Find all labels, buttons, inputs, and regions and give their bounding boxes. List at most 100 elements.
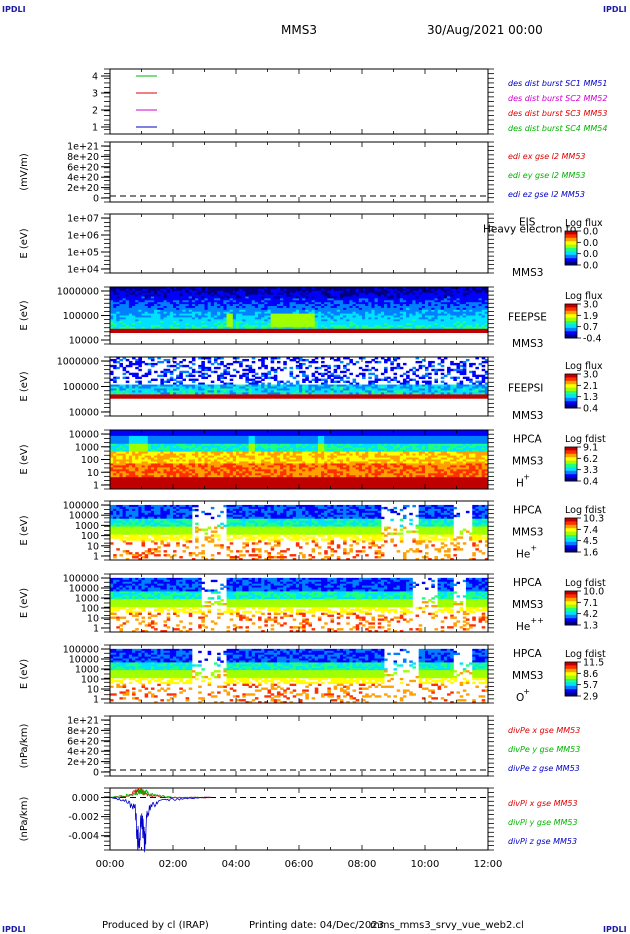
spectrogram-cell [415,374,420,378]
spectrogram-cell [229,287,234,290]
spectrogram-cell [210,317,215,320]
spectrogram-cell [239,317,243,320]
spectrogram-cell [173,306,177,309]
spectrogram-cell [132,321,136,324]
spectrogram-cell [289,319,294,322]
spectrogram-cell [141,317,146,320]
spectrogram-cell [248,313,253,316]
spectrogram-cell [472,374,476,378]
spectrogram-cell [141,319,146,322]
spectrogram-cell [135,328,139,332]
colorbar-tick-label: 2.1 [583,381,598,392]
spectrogram-cell [236,288,240,292]
spectrogram-cell [226,366,231,370]
spectrogram-cell [229,296,234,299]
spectrogram-cell [122,326,127,330]
spectrogram-cell [251,294,256,297]
spectrogram-cell [289,309,294,313]
spectrogram-cell [248,300,253,303]
spectrogram-cell [362,376,366,380]
spectrogram-cell [437,330,442,333]
spectrogram-cell [157,302,161,305]
spectrogram-cell [264,315,268,318]
spectrogram-cell [210,294,215,297]
spectrogram-cell [217,309,221,313]
spectrogram-cell [223,306,227,309]
spectrogram-cell [128,315,133,318]
spectrogram-cell [283,288,287,292]
spectrogram-cell [160,304,164,307]
spectrogram-cell [110,292,114,295]
spectrogram-cell [261,296,265,299]
spectrogram-cell [198,374,202,378]
spectrogram-cell [210,328,215,332]
spectrogram-cell [292,287,297,290]
spectrogram-cell [147,296,152,299]
spectrogram-cell [176,376,180,380]
spectrogram-cell [166,380,171,383]
spectrogram-cell [169,319,174,322]
spectrogram-cell [220,330,224,333]
spectrogram-cell [141,328,146,332]
spectrogram-cell [169,309,174,313]
spectrogram-cell [157,360,161,364]
spectrogram-cell [157,315,161,318]
spectrogram-cell [179,288,183,292]
spectrogram-cell [207,396,212,399]
spectrogram-cell [242,330,246,333]
spectrogram-cell [280,309,284,313]
spectrogram-cell [258,358,262,362]
spectrogram-cell [195,292,199,295]
spectrogram-cell [371,372,375,376]
spectrogram-cell [198,321,202,324]
spectrogram-cell [198,366,202,370]
spectrogram-cell [195,317,199,320]
spectrogram-cell [236,307,240,311]
spectrogram-cell [213,309,218,313]
spectrogram-cell [150,294,155,297]
spectrogram-cell [138,364,142,368]
spectrogram-cell [191,396,196,399]
spectrogram-cell [207,313,212,316]
spectrogram-cell [169,292,174,295]
spectrogram-cell [182,378,186,381]
spectrogram-cell [207,374,212,378]
spectrogram-cell [462,330,467,333]
spectrogram-cell [110,298,114,301]
spectrogram-cell [358,330,363,333]
spectrogram-cell [317,378,322,381]
spectrogram-cell [169,296,174,299]
spectrogram-cell [254,288,259,292]
spectrogram-cell [182,313,186,316]
spectrogram-cell [207,300,212,303]
spectrogram-cell [141,311,146,314]
spectrogram-cell [447,372,451,376]
spectrogram-cell [198,300,202,303]
spectrogram-cell [116,311,120,314]
spectrogram-cell [280,368,284,372]
spectrogram-cell [443,396,448,399]
spectrogram-cell [147,330,152,333]
spectrogram-cell [147,298,152,301]
spectrogram-cell [138,304,142,307]
spectrogram-cell [283,315,287,318]
spectrogram-cell [147,302,152,305]
spectrogram-cell [116,307,120,311]
spectrogram-cell [157,325,161,328]
spectrogram-cell [207,330,212,333]
spectrogram-cell [440,360,445,364]
spectrogram-cell [365,360,369,364]
spectrogram-cell [333,376,338,380]
spectrogram-cell [317,396,322,399]
spectrogram-cell [276,307,281,311]
spectrogram-cell [150,317,155,320]
spectrogram-cell [113,366,117,370]
spectrogram-cell [459,360,464,364]
spectrogram-cell [128,304,133,307]
colorbar-tick-label: 0.0 [583,227,598,238]
spectrogram-cell [173,300,177,303]
spectrogram-cell [273,396,278,399]
spectrogram-cell [188,378,193,381]
spectrogram-cell [116,300,120,303]
spectrogram-cell [283,319,287,322]
